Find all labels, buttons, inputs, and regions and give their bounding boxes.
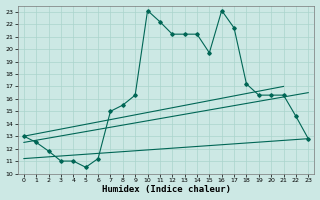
X-axis label: Humidex (Indice chaleur): Humidex (Indice chaleur) bbox=[101, 185, 231, 194]
